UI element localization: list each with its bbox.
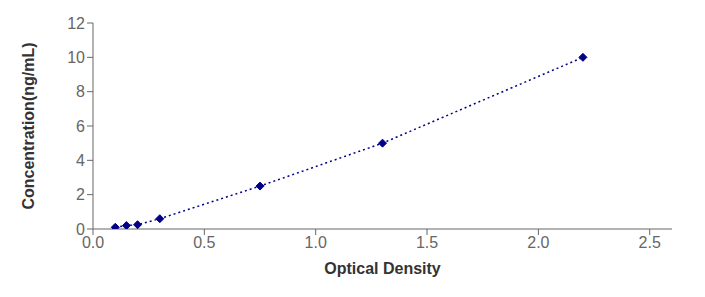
svg-text:4: 4: [76, 152, 85, 169]
svg-text:8: 8: [76, 83, 85, 100]
svg-text:6: 6: [76, 118, 85, 135]
svg-text:1.5: 1.5: [416, 234, 438, 251]
svg-text:10: 10: [67, 49, 85, 66]
svg-text:2.0: 2.0: [527, 234, 549, 251]
svg-text:2.5: 2.5: [639, 234, 661, 251]
svg-text:Optical Density: Optical Density: [324, 260, 441, 277]
svg-text:1.0: 1.0: [305, 234, 327, 251]
svg-text:2: 2: [76, 186, 85, 203]
svg-text:0.0: 0.0: [82, 234, 104, 251]
svg-text:12: 12: [67, 15, 85, 32]
svg-text:0: 0: [76, 221, 85, 238]
svg-text:Concentration(ng/mL): Concentration(ng/mL): [20, 42, 37, 209]
svg-text:0.5: 0.5: [193, 234, 215, 251]
